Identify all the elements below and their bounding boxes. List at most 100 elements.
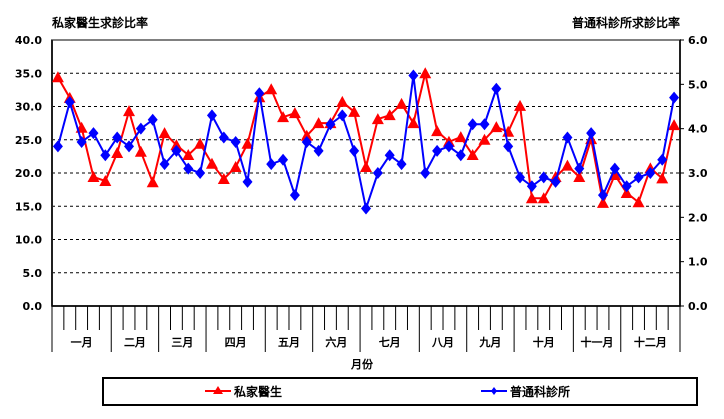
legend-box: [102, 377, 698, 406]
data-point-triangle: [300, 129, 313, 141]
data-point-diamond: [195, 167, 206, 179]
data-point-diamond: [313, 144, 324, 157]
data-point-triangle: [537, 192, 550, 204]
right-tick-label: 1.0: [688, 256, 708, 269]
data-point-triangle: [490, 121, 503, 133]
data-point-diamond: [408, 69, 419, 82]
data-point-diamond: [479, 118, 490, 131]
data-point-triangle: [134, 145, 147, 157]
legend-triangle-icon: [213, 386, 223, 394]
data-point-diamond: [242, 175, 253, 188]
gridlines: [52, 72, 680, 274]
data-point-diamond: [64, 96, 75, 109]
data-point-triangle: [158, 127, 171, 139]
right-tick-label: 3.0: [688, 167, 708, 180]
data-point-diamond: [278, 153, 289, 166]
left-tick-label: 0.0: [23, 300, 43, 313]
data-point-diamond: [633, 171, 644, 184]
month-label: 一月: [71, 336, 93, 349]
data-point-diamond: [526, 180, 537, 193]
data-point-diamond: [491, 82, 502, 95]
data-point-diamond: [206, 109, 217, 122]
data-point-diamond: [325, 118, 336, 131]
left-tick-label: 15.0: [15, 200, 42, 213]
left-tick-label: 5.0: [23, 267, 43, 280]
data-point-diamond: [76, 135, 87, 148]
data-point-triangle: [288, 107, 301, 119]
data-point-diamond: [52, 140, 63, 153]
data-point-diamond: [538, 171, 549, 184]
left-axis-title: 私家醫生求診比率: [51, 15, 148, 30]
data-point-triangle: [87, 170, 100, 182]
data-point-triangle: [561, 159, 574, 171]
data-point-diamond: [455, 149, 466, 162]
data-point-triangle: [478, 133, 491, 145]
data-point-triangle: [51, 71, 64, 83]
right-tick-label: 6.0: [688, 34, 708, 47]
month-label: 十二月: [634, 335, 667, 349]
data-point-triangle: [525, 192, 538, 204]
left-axis-ticks: 0.0 5.0 10.0 15.0 20.0 25.0 30.0 35.0 40.0: [15, 34, 42, 313]
month-label: 四月: [225, 336, 247, 349]
data-point-diamond: [266, 158, 277, 171]
right-tick-label: 5.0: [688, 78, 708, 91]
legend-diamond-icon: [491, 387, 497, 395]
data-point-diamond: [218, 131, 229, 144]
left-tick-label: 35.0: [15, 67, 42, 80]
data-point-triangle: [668, 119, 681, 131]
data-point-triangle: [371, 113, 384, 125]
x-axis-ticks: 一月 二月 三月 四月 五月 六月 七月 八月 九月 十月 十一月 十二月: [51, 306, 681, 352]
data-point-diamond: [230, 135, 241, 148]
data-point-triangle: [194, 137, 207, 149]
right-tick-label: 2.0: [688, 211, 708, 224]
data-point-diamond: [396, 158, 407, 171]
legend: 私家醫生 普通科診所: [102, 377, 698, 406]
data-point-diamond: [645, 167, 656, 179]
data-point-diamond: [349, 144, 360, 157]
month-label: 十月: [533, 335, 555, 349]
data-point-triangle: [620, 186, 633, 198]
data-point-triangle: [395, 97, 408, 109]
month-label: 三月: [171, 336, 193, 349]
month-label: 六月: [325, 335, 347, 349]
data-point-diamond: [503, 140, 514, 153]
data-point-diamond: [443, 140, 454, 153]
month-label: 九月: [478, 335, 501, 349]
month-label: 七月: [379, 335, 401, 349]
data-point-diamond: [254, 87, 265, 100]
left-tick-label: 25.0: [15, 134, 42, 147]
right-tick-label: 0.0: [688, 300, 708, 313]
data-point-diamond: [669, 91, 680, 104]
data-point-triangle: [348, 105, 361, 117]
series-line: [56, 75, 676, 213]
data-point-diamond: [159, 158, 170, 171]
data-point-diamond: [112, 131, 123, 144]
data-point-diamond: [100, 149, 111, 162]
data-point-diamond: [183, 162, 194, 175]
data-point-diamond: [301, 135, 312, 148]
data-point-diamond: [597, 189, 608, 202]
data-point-triangle: [514, 99, 527, 111]
data-point-diamond: [147, 113, 158, 126]
data-point-triangle: [205, 157, 218, 169]
data-point-diamond: [586, 127, 597, 140]
data-point-triangle: [241, 137, 254, 149]
data-point-triangle: [229, 161, 242, 173]
data-point-diamond: [88, 127, 99, 140]
data-point-diamond: [515, 171, 526, 184]
data-point-triangle: [123, 105, 136, 117]
data-point-triangle: [277, 111, 290, 123]
data-point-diamond: [289, 189, 300, 202]
left-tick-label: 10.0: [15, 234, 42, 247]
data-point-triangle: [336, 95, 349, 107]
data-point-triangle: [312, 117, 325, 129]
data-point-triangle: [454, 131, 467, 143]
data-point-triangle: [170, 139, 183, 151]
series-general-clinic: [52, 69, 680, 215]
data-point-triangle: [265, 83, 278, 95]
left-tick-label: 40.0: [15, 34, 42, 47]
legend-label-private: 私家醫生: [233, 384, 282, 399]
legend-label-clinic: 普通科診所: [510, 384, 570, 399]
data-point-triangle: [596, 196, 609, 208]
data-point-triangle: [407, 117, 420, 129]
